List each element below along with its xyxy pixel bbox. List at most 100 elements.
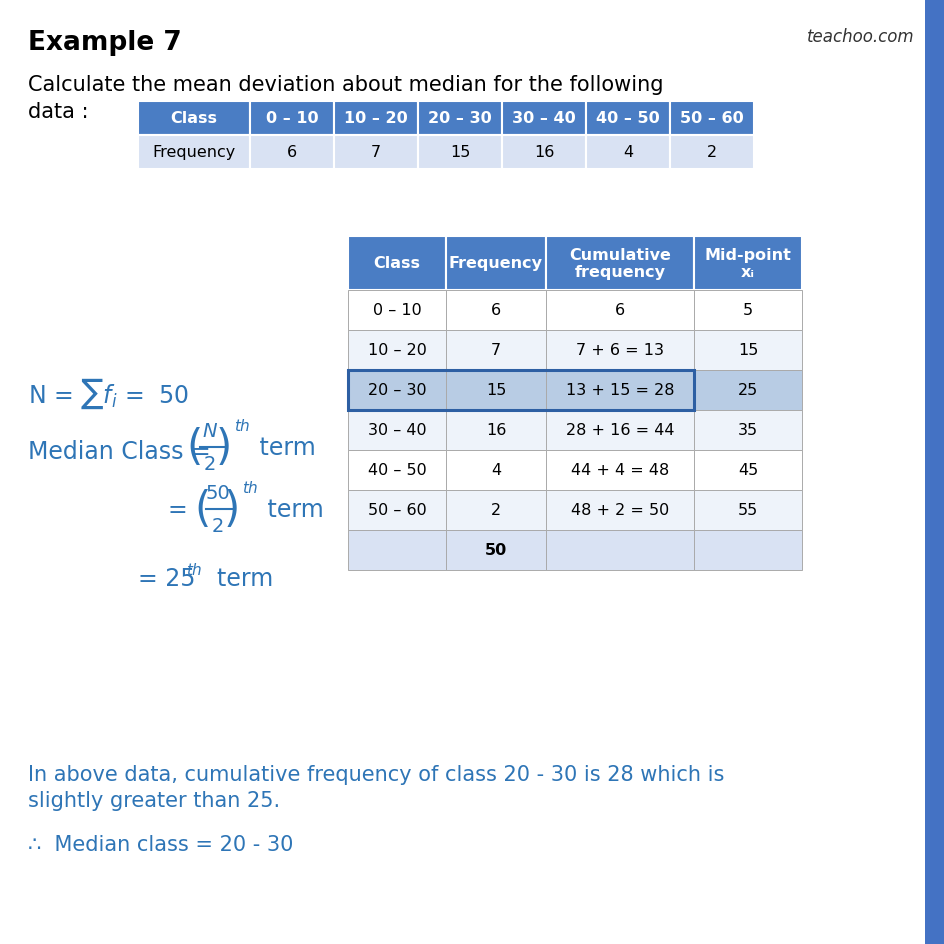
Text: N: N [202,422,217,441]
Text: 6: 6 [287,145,296,160]
Text: 50 – 60: 50 – 60 [367,503,426,518]
Bar [501,136,585,170]
Bar [693,330,801,371]
Bar [693,237,801,291]
Bar [669,102,753,136]
Text: 2: 2 [706,145,716,160]
Bar [417,102,501,136]
Bar [347,371,693,411]
Text: (: ( [194,488,210,531]
Text: 2: 2 [211,516,224,535]
Bar [546,237,693,291]
Bar [585,102,669,136]
Text: data :: data : [28,102,89,122]
Text: = 25: = 25 [138,566,195,590]
Text: 4: 4 [622,145,632,160]
Text: Frequency: Frequency [152,145,235,160]
Text: 0 – 10: 0 – 10 [265,111,318,126]
Bar [546,450,693,491]
Bar [546,371,693,411]
Bar [138,136,250,170]
Text: 35: 35 [737,423,757,438]
Text: 40 – 50: 40 – 50 [367,463,426,478]
Bar [446,330,546,371]
Bar [347,237,446,291]
Text: 2: 2 [491,503,500,518]
Text: 50 – 60: 50 – 60 [680,111,743,126]
Bar [446,371,546,411]
Text: ): ) [215,427,232,468]
Bar [693,450,801,491]
Text: 2: 2 [204,454,216,474]
Text: 28 + 16 = 44: 28 + 16 = 44 [565,423,673,438]
Text: 20 – 30: 20 – 30 [367,383,426,398]
Bar [546,411,693,450]
Bar [333,136,417,170]
Text: Median Class =: Median Class = [28,440,218,464]
Bar [138,102,250,136]
Bar [333,102,417,136]
Bar [446,491,546,531]
Text: 7: 7 [491,343,500,358]
Text: th: th [186,563,201,578]
Text: Mid-point
xᵢ: Mid-point xᵢ [704,247,791,280]
Text: 15: 15 [449,145,470,160]
Text: Calculate the mean deviation about median for the following: Calculate the mean deviation about media… [28,75,663,95]
Bar [250,136,333,170]
Text: 45: 45 [737,463,757,478]
Bar [501,102,585,136]
Text: 16: 16 [533,145,553,160]
Bar [347,531,446,570]
Text: (: ( [186,427,202,468]
Text: 48 + 2 = 50: 48 + 2 = 50 [570,503,668,518]
Bar [417,136,501,170]
Text: 7: 7 [371,145,380,160]
Text: 30 – 40: 30 – 40 [512,111,575,126]
Bar [347,411,446,450]
Text: Class: Class [170,111,217,126]
Text: 5: 5 [742,303,752,318]
Text: Example 7: Example 7 [28,30,181,56]
Text: Class: Class [373,256,420,271]
Bar [347,371,446,411]
Text: 44 + 4 = 48: 44 + 4 = 48 [570,463,668,478]
Text: 15: 15 [485,383,506,398]
Bar [446,237,546,291]
Text: N = $\sum f_i$ =  50: N = $\sum f_i$ = 50 [28,377,189,411]
Text: 4: 4 [491,463,500,478]
Text: 50: 50 [206,483,230,502]
Text: teachoo.com: teachoo.com [806,28,914,46]
Text: ): ) [224,488,240,531]
Text: 6: 6 [491,303,500,318]
Text: Cumulative
frequency: Cumulative frequency [568,247,670,280]
Text: 50: 50 [484,543,507,558]
Bar [693,531,801,570]
Text: 10 – 20: 10 – 20 [344,111,408,126]
Text: 10 – 20: 10 – 20 [367,343,426,358]
Text: term: term [202,566,273,590]
Bar [347,291,446,330]
Bar [347,330,446,371]
Text: ∴  Median class = 20 - 30: ∴ Median class = 20 - 30 [28,834,293,854]
Bar [693,491,801,531]
Text: 55: 55 [737,503,757,518]
Bar [446,411,546,450]
Bar [693,371,801,411]
Bar [546,491,693,531]
Bar [585,136,669,170]
Text: slightly greater than 25.: slightly greater than 25. [28,790,279,810]
Text: In above data, cumulative frequency of class 20 - 30 is 28 which is: In above data, cumulative frequency of c… [28,765,724,784]
Bar [669,136,753,170]
Bar [924,0,944,944]
Bar [446,531,546,570]
Text: 6: 6 [615,303,624,318]
Bar [546,330,693,371]
Text: 0 – 10: 0 – 10 [372,303,421,318]
Text: 40 – 50: 40 – 50 [596,111,659,126]
Text: Frequency: Frequency [448,256,543,271]
Bar [347,450,446,491]
Text: 13 + 15 = 28: 13 + 15 = 28 [565,383,673,398]
Text: 15: 15 [737,343,757,358]
Text: term: term [260,497,324,521]
Bar [546,531,693,570]
